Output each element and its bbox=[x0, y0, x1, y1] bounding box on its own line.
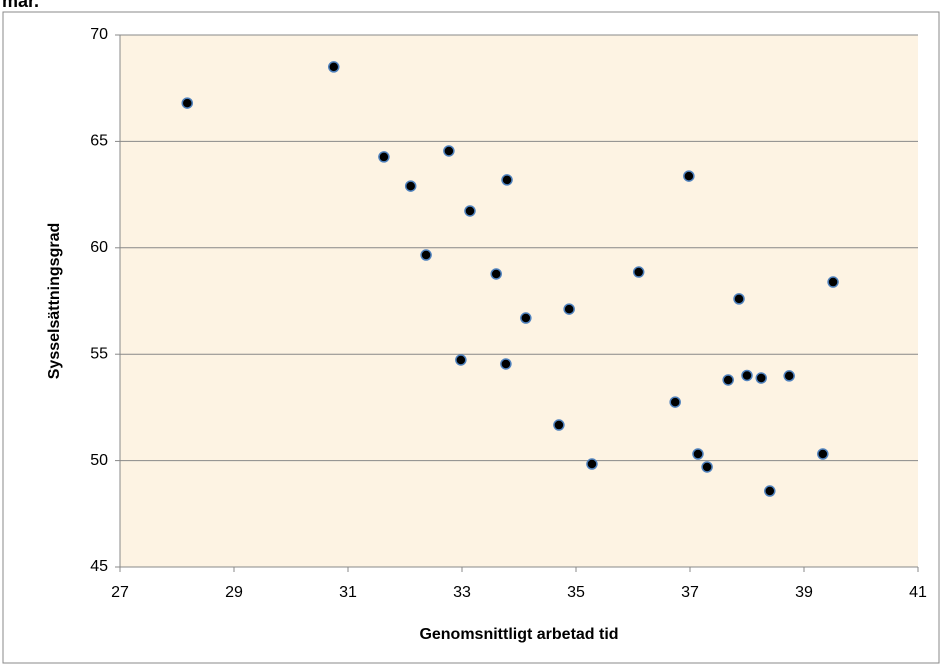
x-tick-label: 31 bbox=[339, 584, 357, 601]
x-axis-title: Genomsnittligt arbetad tid bbox=[419, 626, 618, 643]
chart-title: mar. bbox=[2, 0, 39, 11]
point bbox=[443, 145, 455, 157]
x-tick-label: 41 bbox=[909, 584, 927, 601]
x-tick-label: 39 bbox=[795, 584, 813, 601]
point bbox=[827, 276, 839, 288]
y-axis-title: Sysselsättningsgrad bbox=[46, 223, 63, 380]
x-tick-label: 35 bbox=[567, 584, 585, 601]
point bbox=[722, 374, 734, 386]
point bbox=[404, 180, 417, 192]
point bbox=[553, 419, 565, 431]
x-tick-label: 33 bbox=[453, 584, 471, 601]
y-tick-label: 50 bbox=[90, 452, 108, 469]
point bbox=[420, 249, 432, 261]
point bbox=[586, 458, 598, 470]
point bbox=[328, 61, 340, 73]
point bbox=[692, 448, 704, 460]
point bbox=[817, 448, 829, 460]
point bbox=[520, 312, 532, 324]
point bbox=[501, 174, 513, 186]
y-tick-label: 45 bbox=[90, 558, 108, 575]
x-tick-label: 29 bbox=[225, 584, 243, 601]
point bbox=[181, 97, 194, 109]
point bbox=[669, 396, 681, 408]
point bbox=[701, 461, 713, 473]
point bbox=[500, 358, 512, 370]
point bbox=[783, 370, 795, 382]
point bbox=[632, 266, 645, 278]
x-tick-label: 37 bbox=[681, 584, 699, 601]
plot-area bbox=[120, 35, 918, 567]
x-tick-label: 27 bbox=[111, 584, 129, 601]
point bbox=[490, 268, 502, 280]
point bbox=[563, 303, 575, 315]
y-tick-label: 65 bbox=[90, 133, 108, 150]
point bbox=[464, 205, 476, 217]
point bbox=[378, 151, 390, 163]
y-tick-label: 70 bbox=[90, 26, 108, 43]
point bbox=[741, 369, 753, 382]
point bbox=[683, 170, 695, 182]
point bbox=[764, 485, 776, 497]
y-tick-label: 60 bbox=[90, 239, 108, 256]
point bbox=[755, 372, 767, 384]
point bbox=[733, 293, 745, 305]
point bbox=[455, 354, 467, 366]
y-tick-label: 55 bbox=[90, 345, 108, 362]
